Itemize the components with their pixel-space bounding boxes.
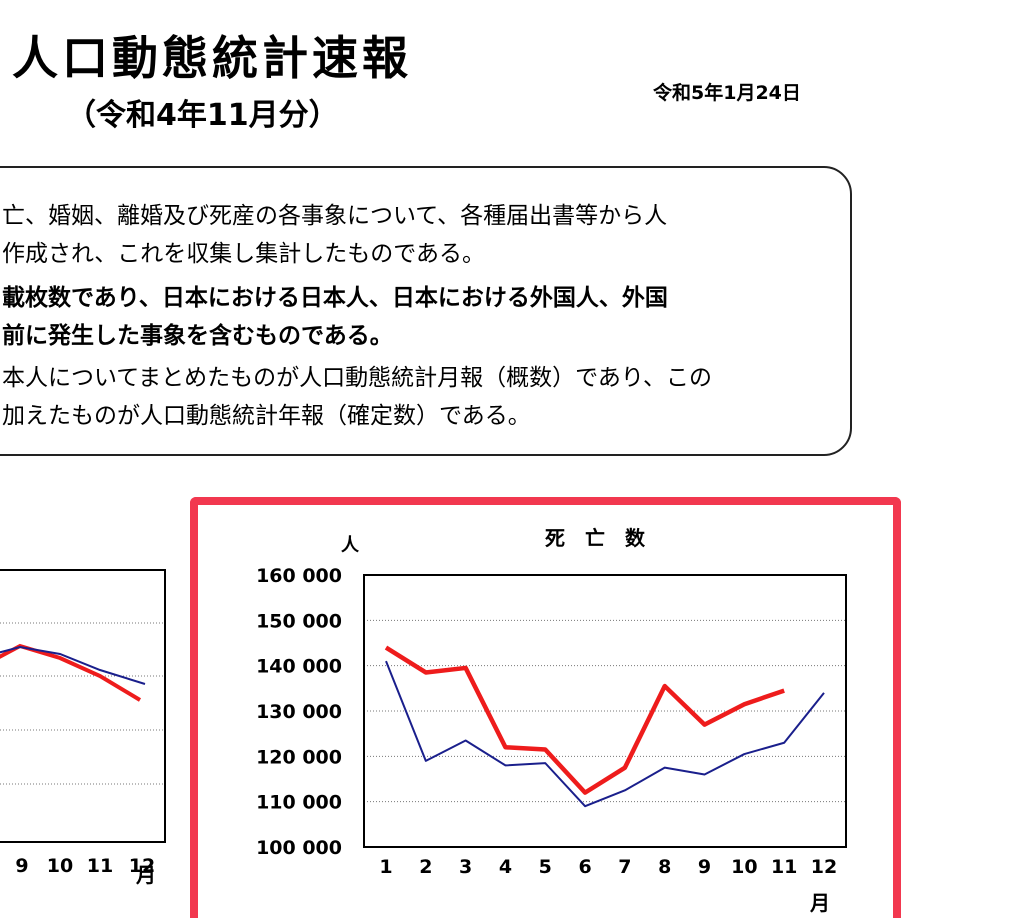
left-plot-frame [0, 569, 166, 843]
page-subtitle: （令和4年11月分） [66, 98, 339, 133]
x-tick-label: 12 [811, 856, 837, 878]
x-tick-label: 8 [658, 856, 671, 878]
note-line: 載枚数であり、日本における日本人、日本における外国人、外国 [2, 285, 668, 311]
x-tick-label: 6 [578, 856, 591, 878]
y-tick-label: 100 000 [256, 837, 342, 859]
left-chart: 9 10 11 12 月 [0, 569, 166, 887]
x-tick-label: 1 [379, 856, 392, 878]
x-axis-label: 月 [809, 891, 830, 915]
y-axis-label: 人 [341, 535, 360, 556]
left-x-tick-label: 9 [15, 855, 28, 877]
left-series-current [0, 643, 142, 702]
x-tick-label: 2 [419, 856, 432, 878]
y-tick-label: 120 000 [256, 746, 342, 768]
note-line: 亡、婚姻、離婚及び死産の各事象について、各種届出書等から人 [2, 203, 668, 229]
y-tick-label: 150 000 [256, 610, 342, 632]
left-x-tick-label: 12 [129, 855, 155, 877]
note-line: 作成され、これを収集し集計したものである。 [2, 241, 485, 267]
note-line: 加えたものが人口動態統計年報（確定数）である。 [2, 403, 531, 429]
left-x-tick-label: 10 [47, 855, 73, 877]
plot-frame [363, 574, 847, 848]
series-line-previous [385, 660, 825, 808]
note-line: 本人についてまとめたものが人口動態統計月報（概数）であり、この [2, 365, 713, 391]
y-tick-label: 130 000 [256, 701, 342, 723]
y-tick-label: 110 000 [256, 792, 342, 814]
x-tick-label: 7 [618, 856, 631, 878]
page-title: 人口動態統計速報 [12, 31, 412, 85]
series-line-current [384, 645, 785, 795]
death-count-chart: 死 亡 数 人 100 000 110 000 120 000 130 000 140 … [256, 526, 847, 915]
note-line: 前に発生した事象を含むものである。 [2, 323, 393, 349]
x-tick-label: 3 [459, 856, 472, 878]
chart-title: 死 亡 数 [545, 526, 646, 550]
x-tick-label: 10 [731, 856, 757, 878]
y-tick-label: 160 000 [256, 565, 342, 587]
left-x-axis-label: 月 [135, 863, 156, 887]
highlight-frame [190, 497, 901, 918]
x-tick-label: 4 [499, 856, 512, 878]
note-box: 亡、婚姻、離婚及び死産の各事象について、各種届出書等から人 作成され、これを収集… [0, 166, 852, 456]
publication-date: 令和5年1月24日 [653, 82, 801, 104]
x-tick-label: 9 [698, 856, 711, 878]
left-x-tick-label: 11 [87, 855, 113, 877]
y-tick-label: 140 000 [256, 656, 342, 678]
left-series-previous [0, 645, 146, 685]
x-tick-label: 11 [771, 856, 797, 878]
x-tick-label: 5 [539, 856, 552, 878]
